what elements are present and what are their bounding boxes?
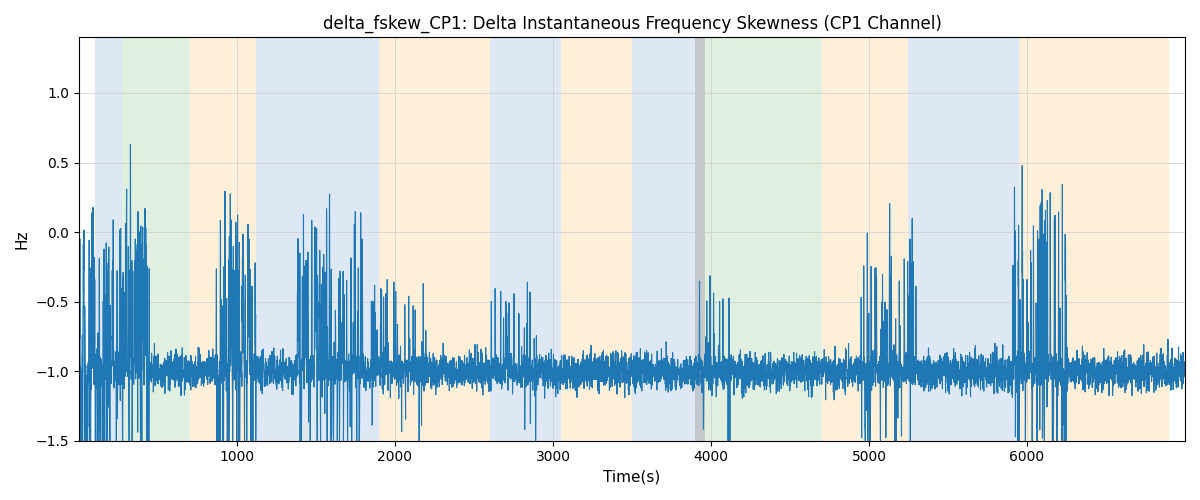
Bar — [664, 38, 703, 440]
Bar — [95, 38, 121, 440]
Bar — [822, 38, 908, 440]
Bar — [490, 38, 560, 440]
Bar — [632, 38, 664, 440]
Bar — [190, 38, 256, 440]
Title: delta_fskew_CP1: Delta Instantaneous Frequency Skewness (CP1 Channel): delta_fskew_CP1: Delta Instantaneous Fre… — [323, 15, 941, 34]
Bar — [695, 38, 704, 440]
Bar — [379, 38, 490, 440]
Bar — [560, 38, 632, 440]
X-axis label: Time(s): Time(s) — [604, 470, 660, 485]
Y-axis label: Hz: Hz — [14, 230, 30, 249]
Bar — [1019, 38, 1169, 440]
Bar — [256, 38, 379, 440]
Bar — [121, 38, 190, 440]
Bar — [703, 38, 822, 440]
Bar — [908, 38, 1019, 440]
